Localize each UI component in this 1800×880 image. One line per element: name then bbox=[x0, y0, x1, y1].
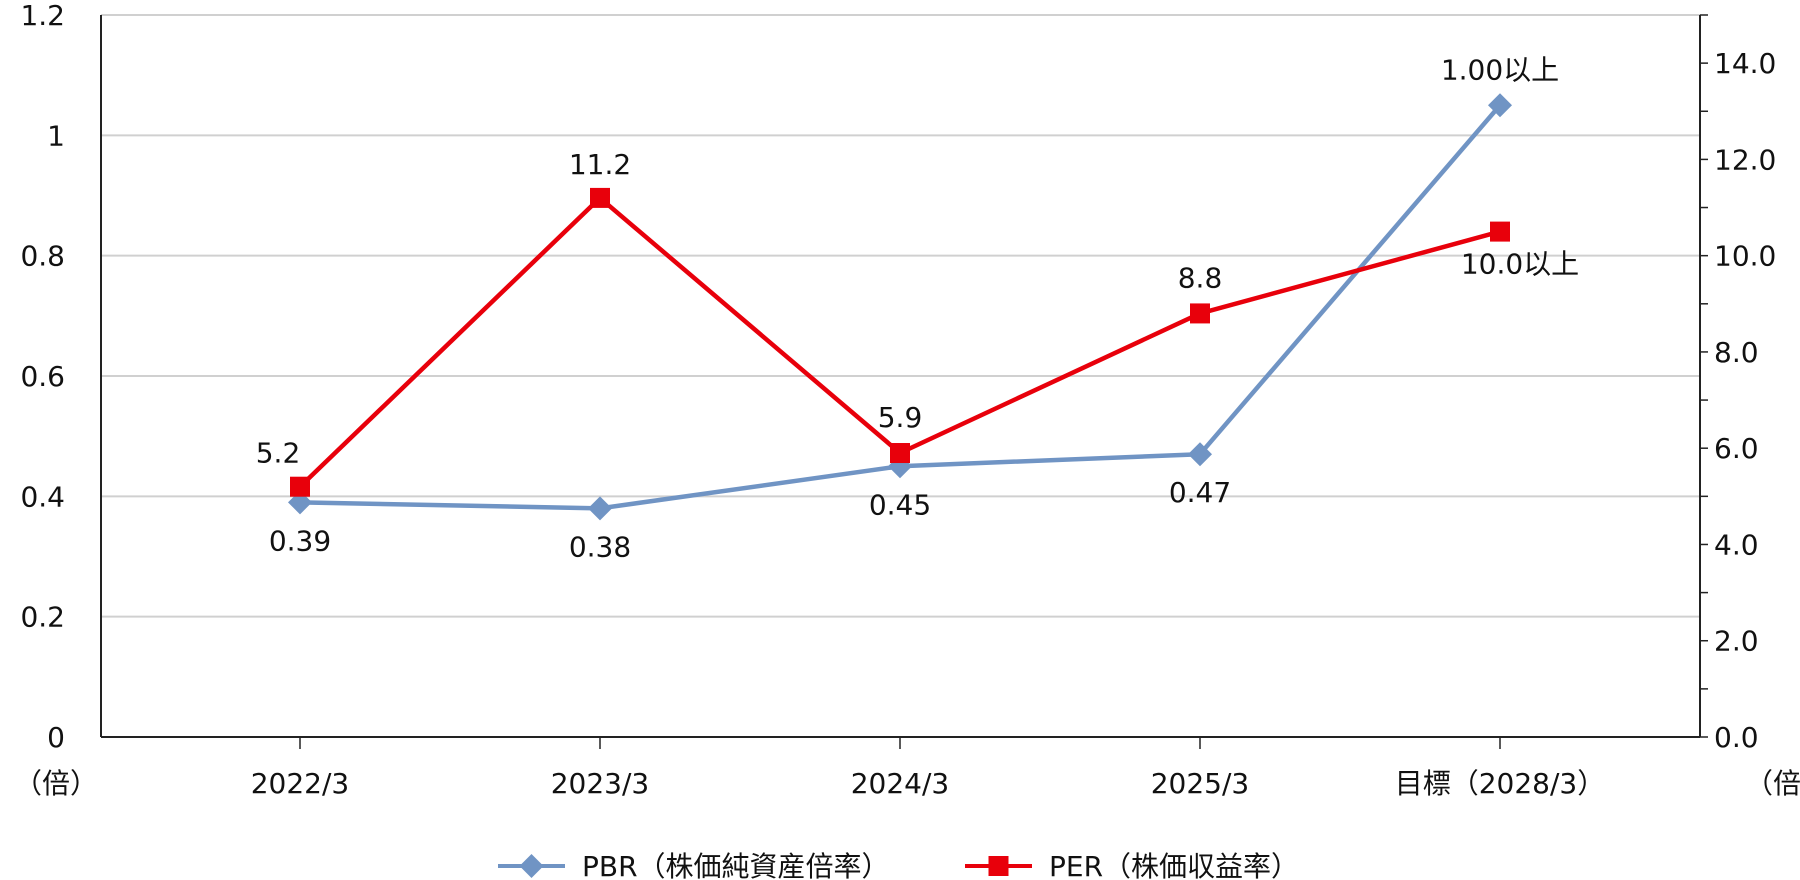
left-tick-label: 0.8 bbox=[20, 240, 65, 273]
legend-item-pbr: PBR（株価純資産倍率） bbox=[498, 850, 890, 880]
diamond-marker-icon bbox=[519, 854, 544, 878]
right-tick-label: 10.0 bbox=[1714, 240, 1776, 273]
x-tick-label: 2023/3 bbox=[551, 767, 650, 800]
left-tick-label: 1 bbox=[47, 119, 65, 152]
right-axis-unit: （倍） bbox=[1745, 767, 1800, 800]
left-tick-label: 0.2 bbox=[20, 601, 65, 634]
pbr-data-label: 0.38 bbox=[569, 530, 631, 563]
x-tick-label: 2024/3 bbox=[851, 767, 950, 800]
right-tick-label: 4.0 bbox=[1714, 528, 1759, 561]
left-tick-label: 0.6 bbox=[20, 360, 65, 393]
pbr-point bbox=[1488, 93, 1512, 118]
right-tick-label: 0.0 bbox=[1714, 721, 1759, 754]
axes: 00.20.40.60.811.20.02.04.06.08.010.012.0… bbox=[20, 0, 1776, 800]
legend-item-per: PER（株価収益率） bbox=[965, 850, 1299, 880]
square-marker-icon bbox=[988, 856, 1009, 876]
right-tick-label: 14.0 bbox=[1714, 47, 1776, 80]
right-tick-label: 8.0 bbox=[1714, 336, 1759, 369]
left-tick-label: 0 bbox=[47, 721, 65, 754]
legend: PBR（株価純資産倍率） PER（株価収益率） bbox=[498, 850, 1299, 880]
per-data-label: 5.9 bbox=[878, 401, 923, 434]
right-tick-label: 6.0 bbox=[1714, 432, 1759, 465]
per-point bbox=[1190, 303, 1210, 324]
left-tick-label: 0.4 bbox=[20, 480, 65, 513]
series bbox=[288, 93, 1512, 521]
pbr-data-label: 0.45 bbox=[869, 488, 931, 521]
x-tick-label: 2025/3 bbox=[1151, 767, 1250, 800]
pbr-data-label: 1.00以上 bbox=[1441, 53, 1559, 86]
left-tick-label: 1.2 bbox=[20, 0, 65, 32]
legend-label-per: PER（株価収益率） bbox=[1049, 850, 1299, 880]
data-labels: 0.39 0.38 0.45 0.47 1.00以上 5.2 11.2 5.9 8.8 10.0以… bbox=[256, 53, 1579, 563]
pbr-data-label: 0.47 bbox=[1169, 476, 1231, 509]
pbr-point bbox=[1188, 442, 1212, 467]
x-tick-label: 2022/3 bbox=[251, 767, 350, 800]
per-point bbox=[1490, 221, 1510, 242]
per-point bbox=[890, 443, 910, 464]
pbr-point bbox=[588, 496, 612, 521]
per-point bbox=[590, 187, 610, 208]
per-data-label: 10.0以上 bbox=[1461, 248, 1579, 281]
per-data-label: 11.2 bbox=[569, 148, 631, 181]
right-tick-label: 2.0 bbox=[1714, 625, 1759, 658]
per-point bbox=[290, 476, 310, 497]
pbr-data-label: 0.39 bbox=[269, 524, 331, 557]
x-tick-label: 目標（2028/3） bbox=[1395, 767, 1606, 800]
right-tick-label: 12.0 bbox=[1714, 143, 1776, 176]
left-axis-unit: （倍） bbox=[14, 767, 98, 800]
gridlines bbox=[101, 14, 1700, 618]
per-data-label: 5.2 bbox=[256, 437, 301, 470]
legend-label-pbr: PBR（株価純資産倍率） bbox=[582, 850, 890, 880]
per-data-label: 8.8 bbox=[1178, 261, 1223, 294]
